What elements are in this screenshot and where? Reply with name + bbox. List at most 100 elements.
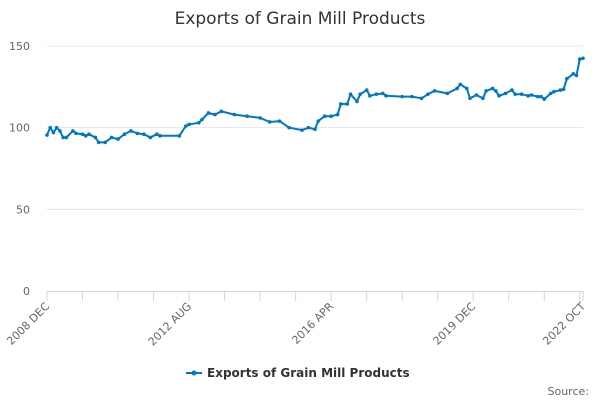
- data-point[interactable]: [519, 92, 524, 96]
- data-point[interactable]: [329, 114, 333, 119]
- legend-marker-icon: [191, 370, 197, 376]
- data-point[interactable]: [513, 92, 517, 96]
- data-point[interactable]: [503, 91, 508, 96]
- data-point[interactable]: [129, 129, 133, 133]
- data-point[interactable]: [552, 89, 556, 94]
- y-axis: 0 50 100 150: [9, 40, 30, 298]
- data-point[interactable]: [116, 137, 120, 141]
- data-point[interactable]: [267, 120, 272, 124]
- data-point[interactable]: [154, 132, 159, 136]
- data-point[interactable]: [322, 114, 327, 119]
- data-point[interactable]: [277, 119, 282, 123]
- data-point[interactable]: [196, 120, 201, 125]
- data-point[interactable]: [542, 97, 547, 101]
- data-point[interactable]: [109, 135, 114, 140]
- x-axis: 2008 DEC 2012 AUG 2016 APR 2019 DEC 2022 OCT: [4, 291, 588, 348]
- data-point[interactable]: [490, 86, 495, 91]
- data-point[interactable]: [548, 91, 553, 96]
- data-point[interactable]: [497, 94, 501, 98]
- data-point[interactable]: [219, 109, 224, 114]
- legend-label[interactable]: Exports of Grain Mill Products: [207, 366, 410, 380]
- x-tick-label: 2008 DEC: [4, 300, 52, 348]
- data-point[interactable]: [510, 88, 514, 92]
- data-point[interactable]: [177, 134, 182, 138]
- data-point[interactable]: [355, 99, 359, 104]
- data-point[interactable]: [54, 125, 59, 130]
- data-point[interactable]: [93, 135, 98, 140]
- data-point[interactable]: [287, 125, 291, 130]
- data-point[interactable]: [481, 96, 485, 101]
- data-point[interactable]: [206, 111, 211, 115]
- x-tick-label: 2022 OCT: [540, 300, 588, 348]
- data-point[interactable]: [474, 93, 479, 97]
- data-point[interactable]: [577, 57, 582, 61]
- data-point[interactable]: [83, 134, 88, 138]
- data-point[interactable]: [419, 96, 424, 101]
- data-point[interactable]: [484, 89, 488, 93]
- data-point[interactable]: [142, 132, 146, 136]
- data-point[interactable]: [458, 82, 463, 87]
- data-point[interactable]: [306, 125, 311, 130]
- data-point[interactable]: [148, 135, 153, 140]
- data-point[interactable]: [368, 94, 372, 98]
- data-point[interactable]: [245, 114, 249, 119]
- data-point[interactable]: [58, 129, 62, 133]
- x-tick-label: 2012 AUG: [146, 300, 195, 349]
- data-point[interactable]: [529, 93, 534, 97]
- data-point[interactable]: [455, 86, 459, 91]
- data-point[interactable]: [374, 92, 379, 96]
- data-point[interactable]: [426, 92, 430, 96]
- data-point[interactable]: [539, 94, 543, 99]
- data-point[interactable]: [400, 94, 404, 99]
- x-tick-label: 2016 APR: [289, 300, 336, 347]
- data-point[interactable]: [345, 102, 350, 106]
- data-point[interactable]: [158, 134, 162, 138]
- series-group: [45, 56, 585, 145]
- data-point[interactable]: [258, 116, 262, 120]
- data-point[interactable]: [561, 87, 566, 92]
- data-point[interactable]: [445, 91, 450, 96]
- data-point[interactable]: [339, 102, 343, 106]
- data-point[interactable]: [316, 119, 321, 123]
- data-point[interactable]: [526, 94, 530, 98]
- data-point[interactable]: [335, 112, 340, 117]
- data-point[interactable]: [381, 91, 385, 96]
- y-tick-label: 50: [16, 203, 30, 216]
- data-point[interactable]: [48, 125, 53, 130]
- data-point[interactable]: [232, 112, 237, 117]
- data-point[interactable]: [432, 89, 437, 93]
- data-point[interactable]: [74, 131, 78, 136]
- data-point[interactable]: [358, 92, 363, 96]
- data-point[interactable]: [51, 130, 56, 135]
- data-point[interactable]: [122, 132, 127, 136]
- data-point[interactable]: [535, 94, 540, 99]
- data-point[interactable]: [558, 88, 563, 92]
- data-point[interactable]: [565, 76, 569, 81]
- data-point[interactable]: [364, 88, 369, 92]
- data-point[interactable]: [468, 96, 472, 101]
- data-point[interactable]: [410, 94, 414, 99]
- data-point[interactable]: [71, 129, 75, 133]
- data-point[interactable]: [87, 132, 91, 136]
- data-point[interactable]: [300, 128, 304, 132]
- data-point[interactable]: [574, 73, 579, 78]
- data-point[interactable]: [61, 135, 65, 140]
- data-point[interactable]: [464, 86, 469, 91]
- data-point[interactable]: [581, 56, 585, 61]
- legend[interactable]: Exports of Grain Mill Products: [186, 366, 410, 380]
- data-point[interactable]: [313, 127, 317, 132]
- data-point[interactable]: [187, 122, 191, 127]
- data-point[interactable]: [45, 133, 49, 137]
- data-point[interactable]: [80, 132, 85, 136]
- data-point[interactable]: [384, 94, 388, 98]
- data-point[interactable]: [571, 71, 576, 76]
- data-point[interactable]: [200, 117, 204, 122]
- data-point[interactable]: [348, 92, 353, 96]
- data-point[interactable]: [96, 140, 101, 145]
- data-point[interactable]: [103, 140, 107, 145]
- data-point[interactable]: [213, 112, 217, 117]
- data-point[interactable]: [494, 89, 498, 93]
- data-point[interactable]: [184, 124, 188, 128]
- data-point[interactable]: [135, 131, 140, 136]
- data-point[interactable]: [64, 135, 69, 140]
